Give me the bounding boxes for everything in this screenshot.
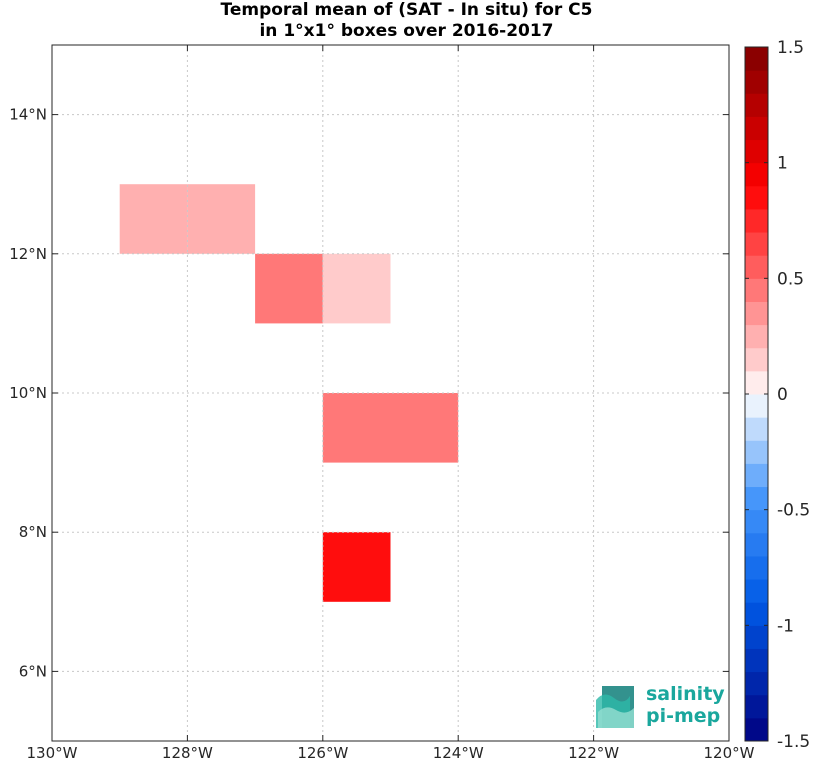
chart-title-line2: in 1°x1° boxes over 2016-2017 xyxy=(259,21,554,41)
colorbar-tick-label: -1.5 xyxy=(777,732,810,752)
data-box xyxy=(119,184,188,254)
logo-text-line2: pi-mep xyxy=(646,705,721,727)
colorbar-segment xyxy=(745,301,768,326)
wave-logo-icon xyxy=(596,686,634,728)
colorbar-tick-label: 0.5 xyxy=(777,269,804,289)
y-tick-label: 10°N xyxy=(9,384,47,402)
data-box xyxy=(390,393,459,463)
y-tick-label: 6°N xyxy=(19,662,47,680)
colorbar-segment xyxy=(745,185,768,210)
y-tick-label: 14°N xyxy=(9,106,47,124)
colorbar-tick-label: 1.5 xyxy=(777,38,804,58)
colorbar-tick-label: -0.5 xyxy=(777,501,810,521)
colorbar-segment xyxy=(745,602,768,626)
colorbar-segment xyxy=(745,347,768,372)
colorbar-segment xyxy=(745,463,768,488)
colorbar-segment xyxy=(745,208,768,233)
y-tick-label: 8°N xyxy=(19,523,47,541)
colorbar-segment xyxy=(745,648,768,673)
colorbar-segment xyxy=(745,47,768,71)
x-tick-label: 128°W xyxy=(162,744,213,762)
colorbar-tick-label: 0 xyxy=(777,385,788,405)
colorbar-tick-label: 1 xyxy=(777,154,788,174)
data-box xyxy=(322,253,391,324)
colorbar-segment xyxy=(745,694,768,719)
y-tick-label: 12°N xyxy=(9,245,47,263)
data-box xyxy=(255,253,323,324)
x-tick-label: 126°W xyxy=(297,744,348,762)
logo-text-line1: salinity xyxy=(646,683,725,705)
colorbar-segment xyxy=(745,394,768,418)
x-tick-label: 124°W xyxy=(433,744,484,762)
colorbar-segment xyxy=(745,255,768,279)
x-tick-label: 120°W xyxy=(704,744,755,762)
colorbar-segment xyxy=(745,579,768,603)
data-box xyxy=(322,393,391,463)
colorbar-segment xyxy=(745,440,768,464)
colorbar-segment xyxy=(745,486,768,511)
colorbar-segment xyxy=(745,70,768,94)
colorbar-segment xyxy=(745,509,768,534)
colorbar-segment xyxy=(745,370,768,395)
colorbar-segment xyxy=(745,162,768,187)
data-box xyxy=(322,532,391,602)
colorbar-segment xyxy=(745,93,768,117)
colorbar-segment xyxy=(745,717,768,742)
salinity-pi-mep-logo xyxy=(596,686,634,728)
colorbar-segment xyxy=(745,555,768,580)
colorbar-segment xyxy=(745,625,768,649)
x-tick-label: 122°W xyxy=(568,744,619,762)
colorbar-tick-label: -1 xyxy=(777,616,794,636)
colorbar-segment xyxy=(745,671,768,696)
chart-title-line1: Temporal mean of (SAT - In situ) for C5 xyxy=(220,0,593,20)
colorbar-segment xyxy=(745,116,768,141)
x-tick-label: 130°W xyxy=(27,744,78,762)
colorbar-segment xyxy=(745,532,768,557)
colorbar-segment xyxy=(745,278,768,302)
colorbar-segment xyxy=(745,139,768,164)
colorbar-segment xyxy=(745,232,768,256)
colorbar-segment xyxy=(745,417,768,441)
data-box xyxy=(187,184,256,254)
colorbar-segment xyxy=(745,324,768,349)
